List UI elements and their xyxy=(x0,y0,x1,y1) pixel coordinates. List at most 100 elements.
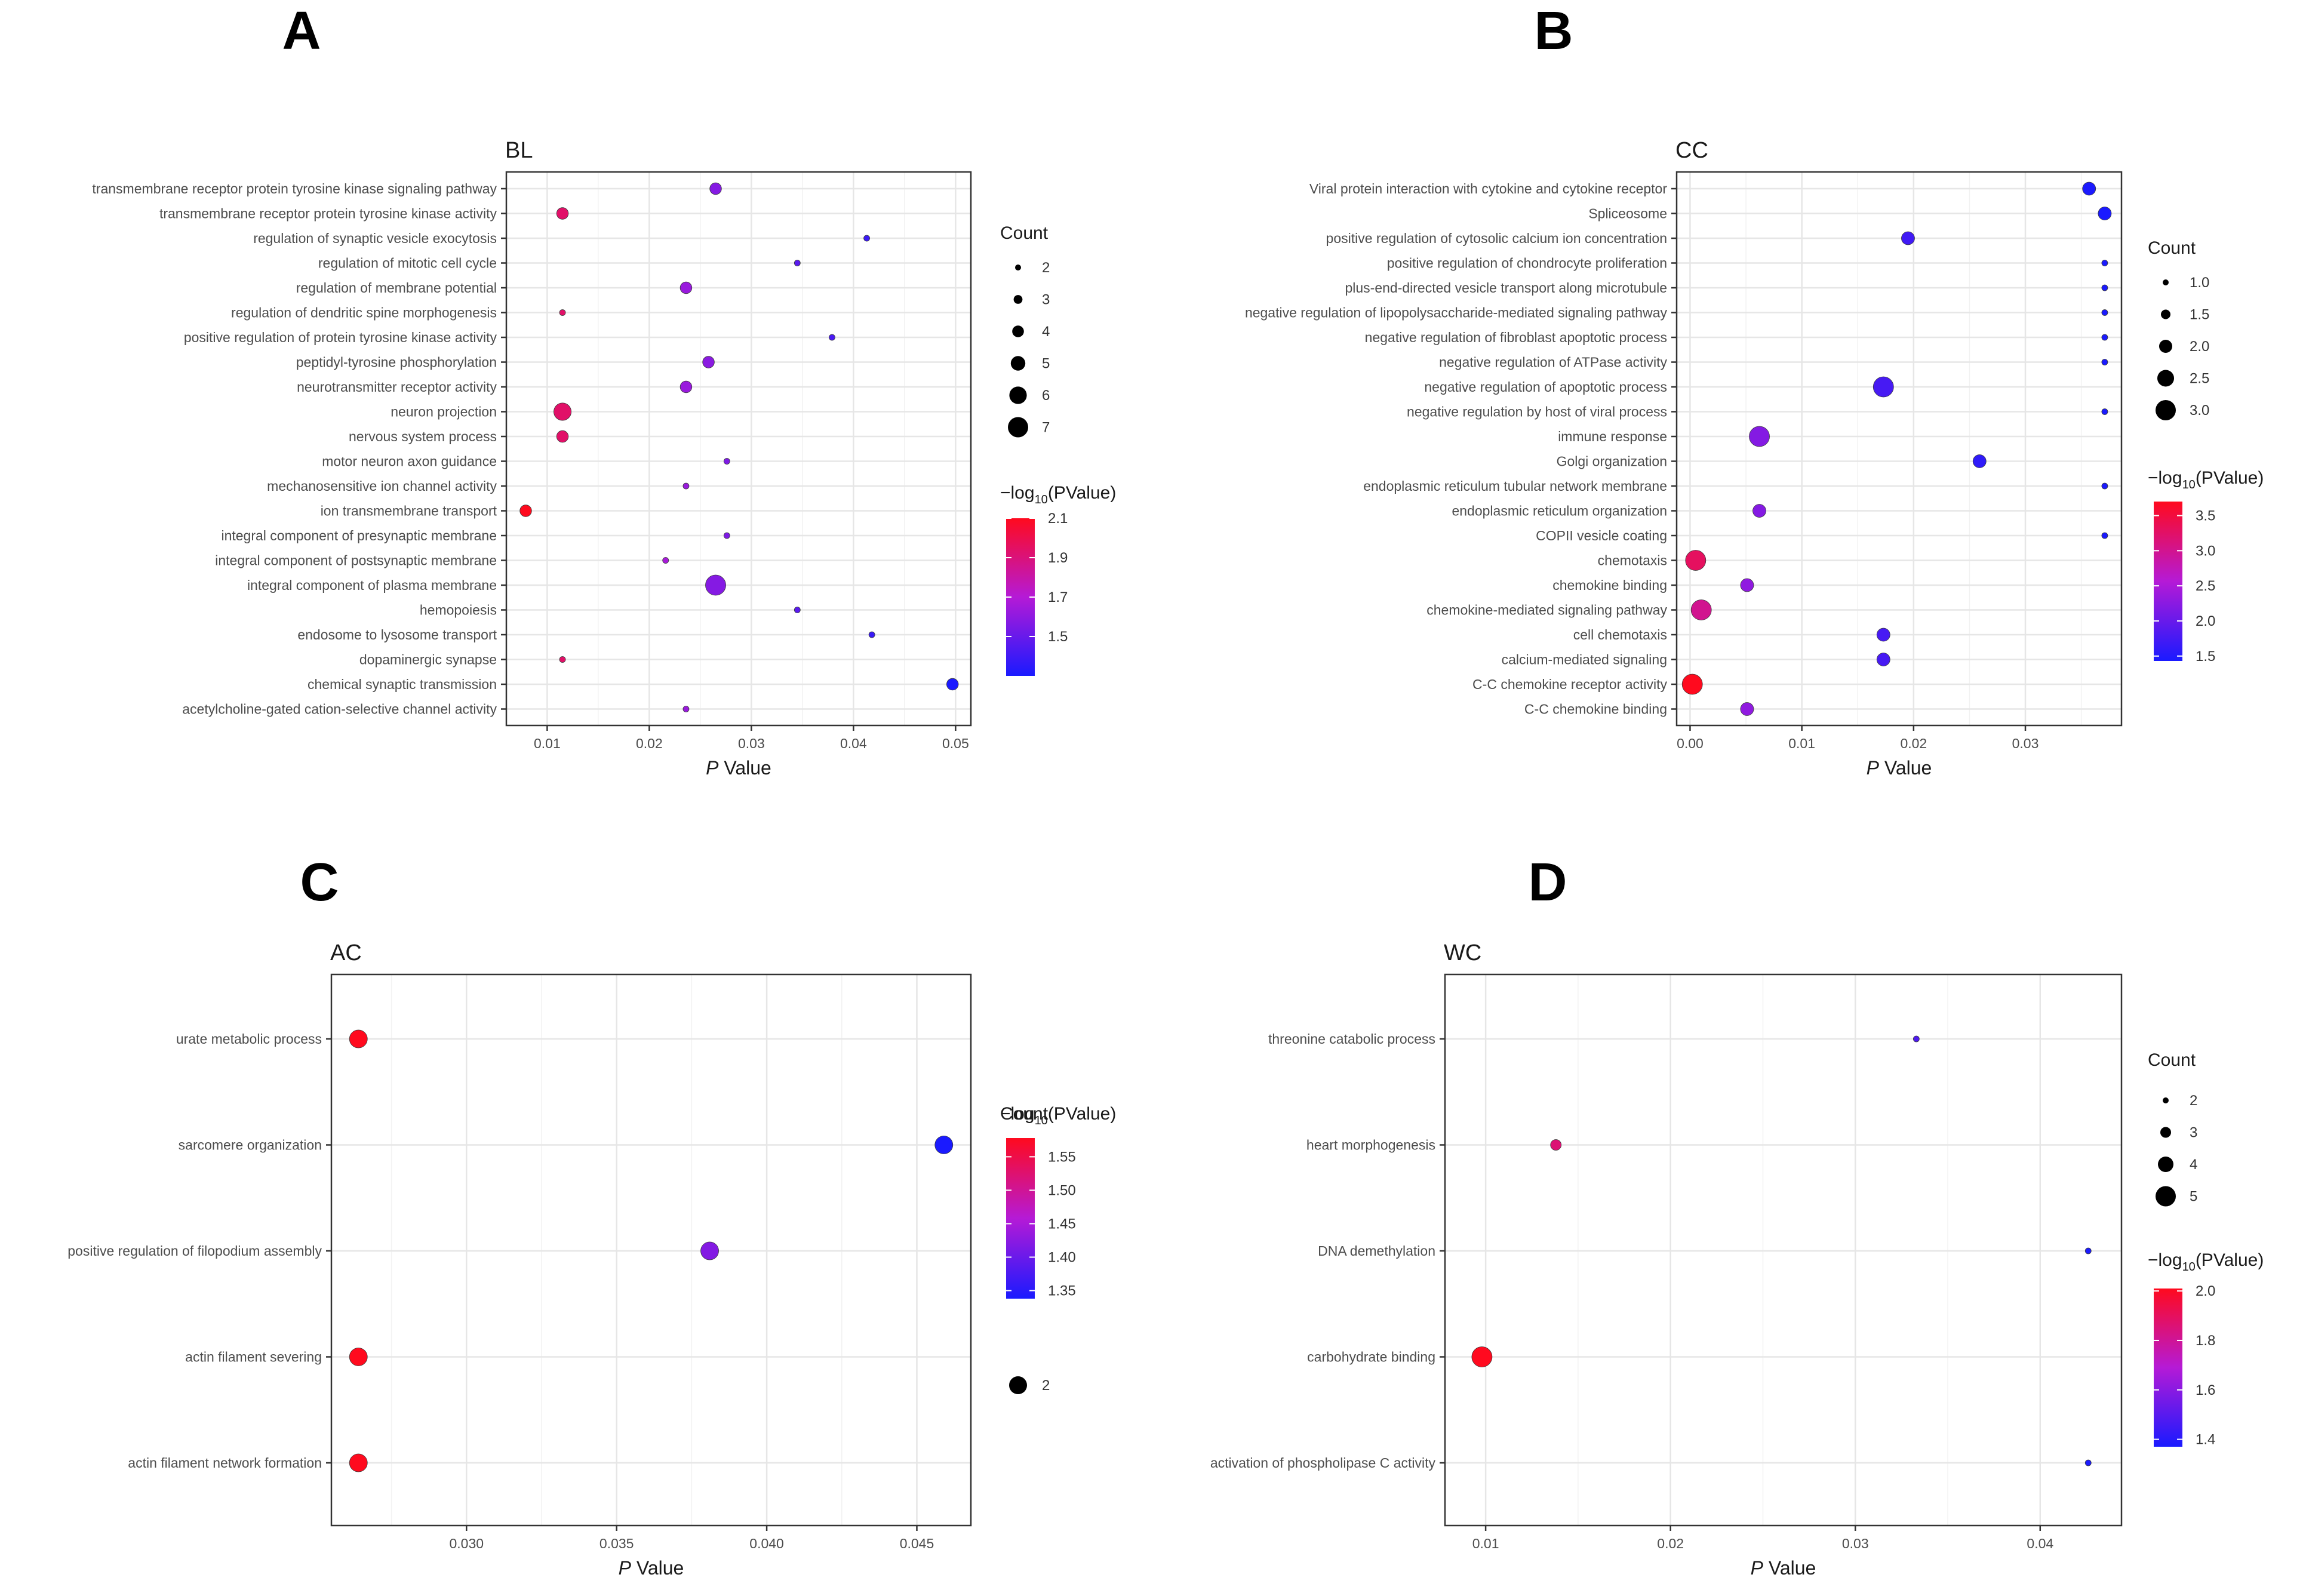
color-bar-label: 1.50 xyxy=(1048,1182,1076,1198)
x-tick-label: 0.03 xyxy=(2012,736,2039,751)
count-legend-label: 2.0 xyxy=(2190,339,2209,355)
data-point xyxy=(1740,578,1754,592)
y-tick-label: positive regulation of filopodium assemb… xyxy=(67,1243,322,1259)
y-tick-label: C-C chemokine binding xyxy=(1524,702,1667,717)
y-tick-label: mechanosensitive ion channel activity xyxy=(267,478,497,494)
chart-title: BL xyxy=(505,138,533,163)
y-tick-label: negative regulation of fibroblast apopto… xyxy=(1365,330,1667,345)
y-tick-label: peptidyl-tyrosine phosphorylation xyxy=(296,355,497,370)
y-tick-label: positive regulation of chondrocyte proli… xyxy=(1387,256,1667,271)
data-point xyxy=(934,1136,954,1154)
count-legend-label: 6 xyxy=(1042,388,1050,404)
color-bar-label: 2.0 xyxy=(2196,1283,2215,1299)
data-point xyxy=(349,1029,368,1048)
panel-letter-B: B xyxy=(1535,1,1573,61)
data-point xyxy=(723,532,730,539)
color-bar-label: 2.1 xyxy=(1048,511,1068,527)
color-bar-label: 1.35 xyxy=(1048,1283,1076,1299)
y-tick-label: regulation of membrane potential xyxy=(296,280,497,296)
color-legend-title: −log10(PValue) xyxy=(1000,1104,1116,1127)
y-tick-label: endosome to lysosome transport xyxy=(297,627,497,642)
color-bar-label: 1.9 xyxy=(1048,550,1068,566)
data-point xyxy=(349,1453,368,1472)
x-tick-label: 0.00 xyxy=(1677,736,1704,751)
data-point xyxy=(2101,260,2108,266)
plot-border xyxy=(330,973,972,1527)
count-legend-label: 1.0 xyxy=(2190,275,2209,291)
count-legend-dot xyxy=(2160,1127,2171,1138)
y-tick-label: hemopoiesis xyxy=(420,602,497,618)
y-tick-label: motor neuron axon guidance xyxy=(322,454,497,469)
data-point xyxy=(2084,1459,2092,1466)
x-tick-label: 0.05 xyxy=(942,736,969,751)
panel-C: AC urate metabolic process sarcomere organ… xyxy=(67,940,1116,1579)
plot-area xyxy=(331,974,971,1526)
count-legend-dot xyxy=(2158,1157,2173,1172)
y-tick-label: negative regulation of apoptotic process xyxy=(1424,379,1667,395)
plot-border xyxy=(505,171,972,727)
data-point xyxy=(1913,1035,1920,1043)
plot-area xyxy=(1445,974,2121,1526)
x-axis-label: P Value xyxy=(1867,757,1932,779)
color-bar-label: 1.5 xyxy=(1048,629,1068,645)
color-bar-label: 1.45 xyxy=(1048,1216,1076,1232)
data-point xyxy=(519,505,532,517)
count-legend-label: 3.0 xyxy=(2190,402,2209,419)
color-bar-label: 1.6 xyxy=(2196,1382,2215,1398)
data-point xyxy=(1550,1139,1562,1151)
y-tick-label: actin filament severing xyxy=(185,1349,322,1365)
y-tick-label: integral component of presynaptic membra… xyxy=(221,528,497,543)
panel-letter-C: C xyxy=(300,853,339,912)
y-tick-label: acetylcholine-gated cation-selective cha… xyxy=(182,702,497,717)
count-legend-dot xyxy=(1009,386,1027,404)
y-tick-label: negative regulation by host of viral pro… xyxy=(1407,404,1667,420)
y-tick-label: regulation of mitotic cell cycle xyxy=(318,256,497,271)
count-legend-title: Count xyxy=(1000,1104,1049,1124)
data-point xyxy=(1873,376,1894,398)
count-legend-label: 4 xyxy=(2190,1157,2197,1173)
y-tick-label: carbohydrate binding xyxy=(1307,1349,1435,1365)
chart-title: AC xyxy=(330,940,362,965)
y-tick-label: C-C chemokine receptor activity xyxy=(1472,676,1667,692)
data-point xyxy=(946,678,959,691)
y-tick-label: COPII vesicle coating xyxy=(1536,528,1667,543)
count-legend-dot xyxy=(1010,356,1026,371)
data-point xyxy=(868,631,875,638)
y-tick-label: transmembrane receptor protein tyrosine … xyxy=(92,181,497,196)
data-point xyxy=(1690,599,1712,620)
y-tick-label: urate metabolic process xyxy=(176,1031,322,1047)
data-point xyxy=(1972,454,1987,468)
y-tick-label: immune response xyxy=(1558,429,1667,444)
y-tick-label: heart morphogenesis xyxy=(1306,1137,1435,1153)
x-axis-label: P Value xyxy=(1751,1557,1816,1579)
count-legend-dot xyxy=(2163,279,2169,285)
data-point xyxy=(700,1241,719,1260)
count-legend-title: Count xyxy=(2148,238,2196,258)
count-legend-label: 1.5 xyxy=(2190,307,2209,323)
count-legend-label: 2 xyxy=(1042,260,1050,276)
color-bar-label: 1.7 xyxy=(1048,589,1068,605)
count-legend-label: 3 xyxy=(1042,292,1050,308)
panel-letter-A: A xyxy=(282,1,321,61)
x-tick-label: 0.03 xyxy=(738,736,765,751)
color-bar-label: 3.0 xyxy=(2196,543,2215,559)
y-tick-label: chemokine-mediated signaling pathway xyxy=(1426,602,1667,618)
plot-area xyxy=(1677,172,2121,725)
count-legend-dot xyxy=(2156,400,2176,420)
count-legend-label: 3 xyxy=(2190,1125,2197,1141)
data-point xyxy=(702,356,715,368)
y-tick-label: cell chemotaxis xyxy=(1573,627,1667,642)
data-point xyxy=(2082,182,2096,196)
y-tick-label: DNA demethylation xyxy=(1318,1243,1435,1259)
data-point xyxy=(349,1348,368,1366)
chart-title: WC xyxy=(1444,940,1481,965)
data-point xyxy=(2101,284,2108,291)
plot-border xyxy=(1675,171,2123,727)
y-tick-label: ion transmembrane transport xyxy=(321,503,497,519)
count-legend-dot xyxy=(2157,370,2174,387)
count-legend-title: Count xyxy=(2148,1050,2196,1070)
color-bar-label: 3.5 xyxy=(2196,508,2215,524)
x-tick-label: 0.02 xyxy=(1900,736,1927,751)
count-legend-label: 2 xyxy=(2190,1093,2197,1109)
